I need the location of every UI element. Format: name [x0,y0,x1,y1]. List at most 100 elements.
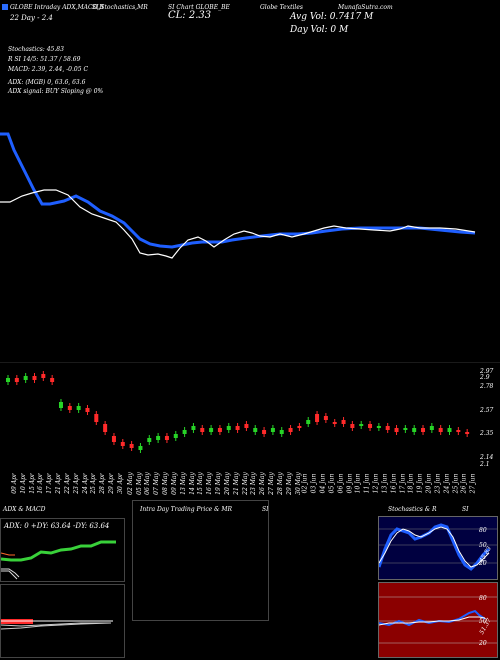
date-axis-label: 06 May [144,472,152,495]
header-avg-vol: Avg Vol: 0.7417 M [290,12,374,22]
candle-body [164,436,169,440]
candle-body [359,424,364,426]
date-axis-label: 23 Apr [72,473,80,494]
candle-body [332,422,337,424]
candle-body [182,430,187,434]
candle-body [288,428,293,432]
date-axis-label: 25 Jun [451,473,459,494]
date-axis-label: 10 Apr [19,473,27,494]
candle-body [120,442,125,446]
indicator-stoch: Stochastics: 45.83 [8,46,64,53]
adx-panel: ADX: 0 +DY: 63.64 -DY: 63.64 [0,518,125,582]
date-axis-label: 13 Jun [381,473,389,494]
candle-body [412,428,417,432]
candle-body [103,424,108,432]
date-axis-label: 20 Jun [425,473,433,494]
date-axis-label: 29 May [285,472,293,495]
candle-body [350,424,355,428]
candle-body [94,414,99,422]
candle-body [235,426,240,430]
date-axis-label: 02 Jun [301,473,309,494]
candle-body [67,406,72,410]
candle-body [217,428,222,432]
candle-body [58,402,63,408]
header-close: CL: 2.33 [168,10,212,21]
price-axis-label: 2.97 [480,368,494,375]
adx-white-line-2 [1,570,18,580]
date-axis-label: 08 May [161,472,169,495]
macd-line [1,622,111,627]
date-axis-label: 12 Jun [372,473,380,494]
header-title-2: SI,Stochastics,MR [92,4,148,11]
date-axis-label: 04 Jun [319,473,327,494]
date-axis-label: 22 May [241,472,249,495]
indicator-macd: MACD: 2.39, 2.44, -0.05 C [8,66,89,73]
macd-lines [1,619,113,630]
date-axis-label: 20 May [223,472,231,495]
rsi-axis-20: 20 [479,640,487,647]
date-axis-label: 30 May [294,472,302,495]
legend-swatch-icon [2,4,8,10]
date-axis-label: 11 Jun [363,473,371,494]
candle-body [421,428,426,432]
candle-body [138,446,143,450]
rsi-lines [379,596,497,644]
date-axis-label: 26 May [259,472,267,495]
adx-panel-title: ADX & MACD [3,506,46,513]
candle-body [262,430,267,434]
price-axis-label: 2.9 [480,374,490,381]
candle-body [209,428,214,432]
date-axis-label: 29 Apr [107,473,115,494]
candle-body [6,378,10,382]
stoch-panel-title-b: SI [462,506,469,513]
candle-body [147,438,152,442]
candle-body [270,428,275,432]
date-axis-label: 16 Apr [37,473,45,494]
date-axis-label: 21 May [232,472,240,495]
intraday-panel [132,500,269,621]
header-day-range: 22 Day - 2.4 [10,14,53,22]
rsi-signal-line [379,616,486,626]
indicator-adx: ADX: (MGB) 0, 63.6, 63.6 [8,79,86,86]
candle-body [438,428,443,432]
adx-white-line [1,568,20,578]
date-axis-label: 09 Jun [345,473,353,494]
price-axis-label: 2.1 [480,461,490,468]
price-axis-label: 2.35 [480,430,494,437]
date-axis-label: 24 Apr [81,473,89,494]
date-axis-label: 13 May [179,472,187,495]
date-axis-label: 27 Jun [469,473,477,494]
date-axis-label: 19 Jun [416,473,424,494]
date-axis-label: 17 Jun [398,473,406,494]
intraday-panel-title-b: SI [262,506,269,513]
candle-body [41,374,46,378]
date-axis-label: 10 Jun [354,473,362,494]
candle-body [173,434,178,438]
date-axis-label: 15 Apr [28,473,36,494]
candle-body [394,428,399,432]
date-axis-label: 02 May [126,472,134,495]
candle-body [253,428,258,432]
date-axis-label: 06 Jun [337,473,345,494]
date-axis-label: 17 Apr [46,473,54,494]
candle-body [200,428,205,432]
header-title-1: GLOBE Intraday ADX,MACD,B [10,4,104,11]
adx-orange-line [1,552,15,556]
stoch-panel: 80 50 20 45.83 [378,516,498,580]
price-axis-label: 2.14 [480,454,494,461]
date-axis-label: 16 May [206,472,214,495]
candlestick-chart [0,362,500,453]
candle-body [50,378,55,382]
candle-body [226,426,231,430]
candle-body [129,444,134,448]
main-price-chart [0,132,476,259]
stoch-axis-20: 20 [479,560,487,567]
date-axis-label: 16 Jun [390,473,398,494]
price-axis-label: 2.57 [480,407,494,414]
stoch-axis-80: 80 [479,527,487,534]
header-source: MunafaSutra.com [338,4,393,11]
candle-body [376,426,381,428]
candle-body [76,406,81,410]
candle-body [341,420,346,424]
candle-body [191,426,196,430]
